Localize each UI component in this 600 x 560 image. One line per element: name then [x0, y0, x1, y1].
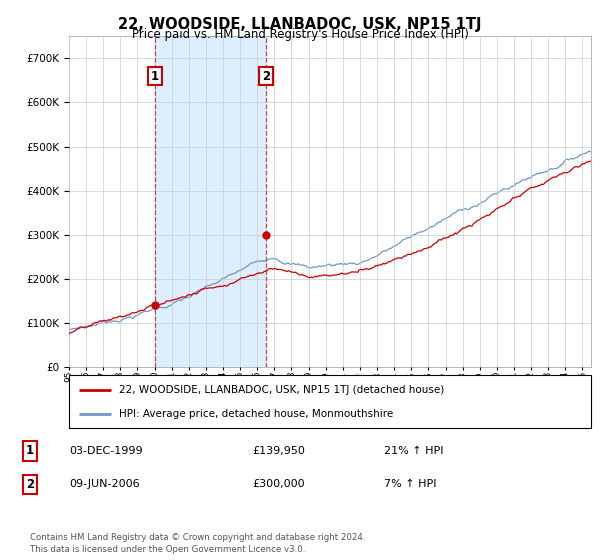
- Text: 09-JUN-2006: 09-JUN-2006: [69, 479, 140, 489]
- Text: £139,950: £139,950: [252, 446, 305, 456]
- Text: 1: 1: [151, 69, 158, 82]
- Text: 2: 2: [262, 69, 270, 82]
- FancyBboxPatch shape: [69, 375, 591, 428]
- Text: HPI: Average price, detached house, Monmouthshire: HPI: Average price, detached house, Monm…: [119, 409, 393, 419]
- Text: 22, WOODSIDE, LLANBADOC, USK, NP15 1TJ: 22, WOODSIDE, LLANBADOC, USK, NP15 1TJ: [118, 17, 482, 32]
- Bar: [155, 36, 266, 367]
- Text: £300,000: £300,000: [252, 479, 305, 489]
- Text: 21% ↑ HPI: 21% ↑ HPI: [384, 446, 443, 456]
- Text: 1: 1: [26, 444, 34, 458]
- Text: 22, WOODSIDE, LLANBADOC, USK, NP15 1TJ (detached house): 22, WOODSIDE, LLANBADOC, USK, NP15 1TJ (…: [119, 385, 444, 395]
- Text: Contains HM Land Registry data © Crown copyright and database right 2024.
This d: Contains HM Land Registry data © Crown c…: [30, 533, 365, 554]
- Text: 03-DEC-1999: 03-DEC-1999: [69, 446, 143, 456]
- Text: 2: 2: [26, 478, 34, 491]
- Text: 7% ↑ HPI: 7% ↑ HPI: [384, 479, 437, 489]
- Text: Price paid vs. HM Land Registry's House Price Index (HPI): Price paid vs. HM Land Registry's House …: [131, 28, 469, 41]
